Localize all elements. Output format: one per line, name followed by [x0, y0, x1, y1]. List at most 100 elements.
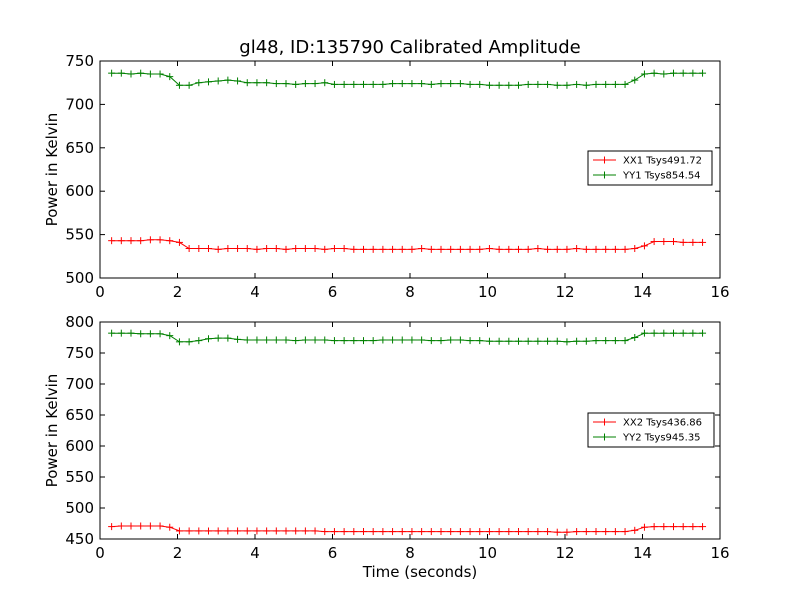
- data-point: [640, 329, 648, 337]
- legend-box: [587, 412, 715, 448]
- y-tick-label: 550: [65, 468, 94, 486]
- data-point: [466, 528, 474, 536]
- data-point: [166, 523, 174, 531]
- data-point: [214, 245, 222, 253]
- data-point: [360, 80, 367, 88]
- data-point: [563, 338, 571, 346]
- data-point: [592, 245, 600, 253]
- data-point: [544, 528, 552, 536]
- data-point: [389, 80, 397, 88]
- data-point: [321, 528, 329, 536]
- data-point: [137, 69, 145, 77]
- y-tick-label: 750: [65, 344, 94, 362]
- data-point: [340, 244, 348, 252]
- data-point: [311, 244, 319, 252]
- data-point: [166, 73, 174, 81]
- data-point: [495, 337, 503, 345]
- data-point: [689, 238, 697, 246]
- data-point: [602, 80, 610, 88]
- data-point: [631, 526, 639, 534]
- data-point: [611, 245, 619, 253]
- data-point: [282, 336, 290, 344]
- data-point: [272, 80, 280, 88]
- x-tick-label: 14: [633, 283, 652, 301]
- data-point: [495, 528, 503, 536]
- data-point: [515, 245, 522, 253]
- data-point: [485, 337, 493, 345]
- data-point: [602, 337, 610, 345]
- data-point: [185, 81, 193, 89]
- x-tick-label: 16: [710, 283, 729, 301]
- data-point: [592, 528, 600, 536]
- y-axis-label: Power in Kelvin: [43, 113, 61, 227]
- data-point: [292, 244, 300, 252]
- legend-label: XX1 Tsys491.72: [623, 156, 702, 167]
- chart-panel-2: 0 2 4 6 8 10 12 14 16 450 500 550 600 650 700 750 800 Pow…: [43, 313, 730, 581]
- x-tick-label: 2: [173, 283, 183, 301]
- data-point: [350, 337, 358, 345]
- x-tick-label: 8: [405, 544, 415, 562]
- data-point: [360, 528, 367, 536]
- data-point: [253, 245, 261, 253]
- data-point: [524, 528, 532, 536]
- data-point: [466, 80, 474, 88]
- data-point: [437, 337, 445, 345]
- data-point: [330, 528, 338, 536]
- x-tick-label: 6: [328, 283, 338, 301]
- x-tick-label: 0: [95, 544, 105, 562]
- data-point: [602, 245, 610, 253]
- data-point: [640, 523, 648, 531]
- data-point: [117, 69, 125, 77]
- data-point: [485, 244, 493, 252]
- data-point: [205, 527, 212, 535]
- data-point: [524, 80, 532, 88]
- x-tick-label: 12: [555, 283, 574, 301]
- data-point: [156, 330, 164, 338]
- data-point: [379, 528, 387, 536]
- data-point: [360, 337, 367, 345]
- data-point: [670, 238, 677, 246]
- data-point: [195, 527, 203, 535]
- x-tick-label: 16: [710, 544, 729, 562]
- data-point: [660, 523, 668, 531]
- data-point: [156, 522, 164, 530]
- x-tick-label: 14: [633, 544, 652, 562]
- data-point: [505, 337, 513, 345]
- data-point: [699, 238, 707, 246]
- data-point: [350, 80, 358, 88]
- data-point: [505, 245, 513, 253]
- data-point: [330, 244, 338, 252]
- data-point: [166, 237, 174, 245]
- data-point: [272, 336, 280, 344]
- data-point: [263, 244, 271, 252]
- data-point: [301, 244, 309, 252]
- data-point: [369, 528, 377, 536]
- data-point: [108, 69, 116, 77]
- data-point: [447, 528, 455, 536]
- data-point: [282, 245, 290, 253]
- data-point: [292, 80, 300, 88]
- data-point: [214, 527, 222, 535]
- data-point: [398, 80, 406, 88]
- data-point: [553, 337, 561, 345]
- data-point: [253, 79, 261, 87]
- x-tick-label: 10: [478, 283, 497, 301]
- x-tick-label: 6: [328, 544, 338, 562]
- data-point: [485, 528, 493, 536]
- data-point: [544, 245, 552, 253]
- data-point: [146, 330, 154, 338]
- data-point: [389, 245, 397, 253]
- data-point: [476, 337, 484, 345]
- y-tick-label: 750: [65, 52, 94, 70]
- data-point: [573, 80, 581, 88]
- data-point: [495, 245, 503, 253]
- data-point: [146, 236, 154, 244]
- data-point: [582, 528, 590, 536]
- data-point: [534, 528, 542, 536]
- data-point: [195, 337, 203, 345]
- data-point: [621, 245, 629, 253]
- data-point: [592, 80, 600, 88]
- data-point: [418, 336, 426, 344]
